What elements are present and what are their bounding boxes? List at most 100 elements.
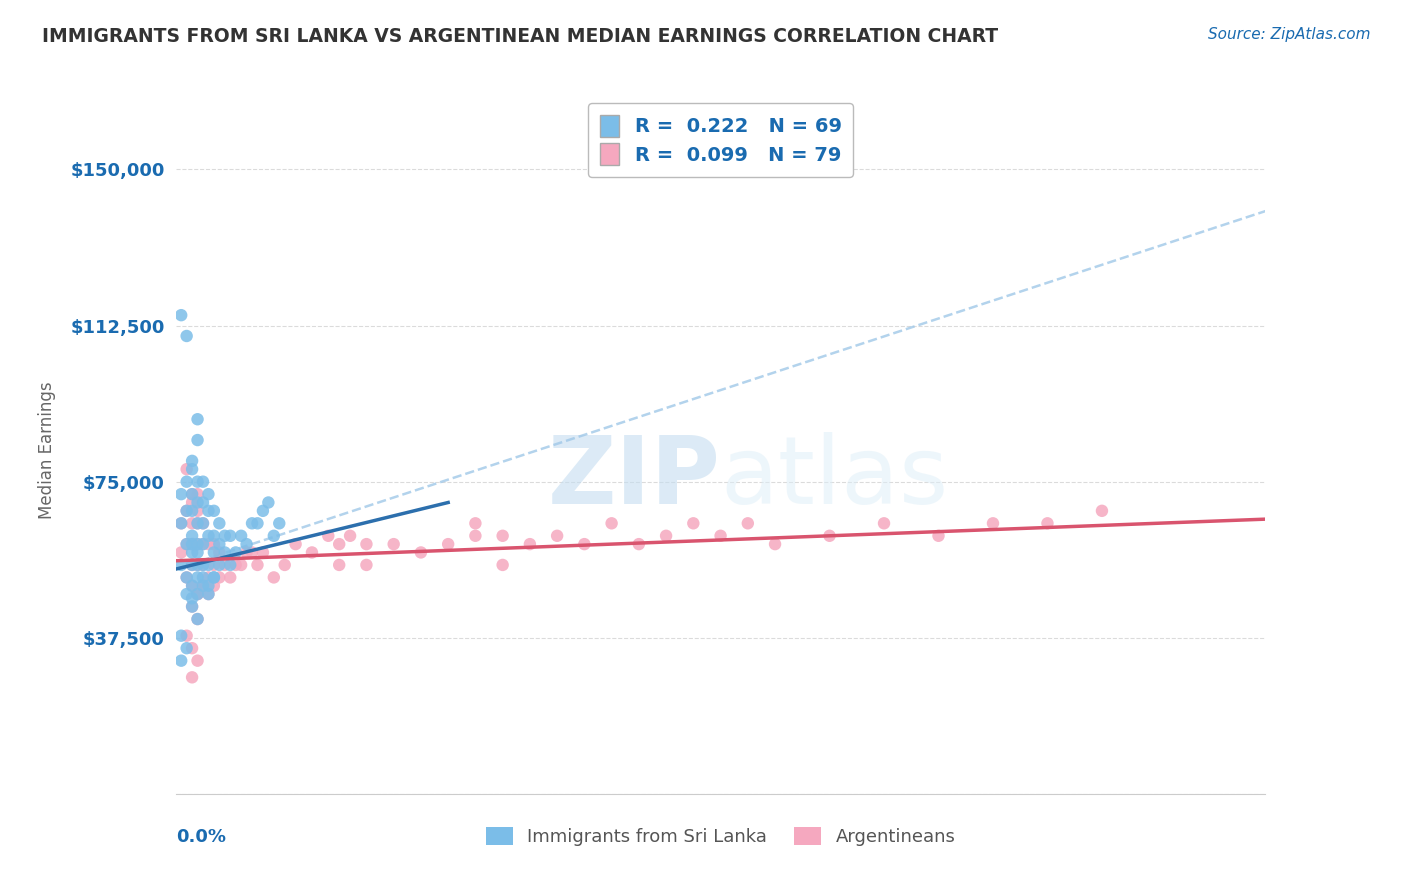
Point — [186, 433, 209, 447]
Point — [682, 516, 704, 531]
Point — [214, 545, 236, 559]
Point — [181, 504, 204, 518]
Point — [235, 545, 257, 559]
Point — [191, 579, 214, 593]
Point — [186, 495, 209, 509]
Point — [202, 558, 225, 572]
Point — [492, 529, 515, 543]
Point — [208, 545, 231, 559]
Point — [519, 537, 541, 551]
Point — [181, 558, 204, 572]
Point — [208, 558, 231, 572]
Point — [231, 529, 253, 543]
Point — [655, 529, 678, 543]
Point — [186, 558, 209, 572]
Point — [301, 545, 323, 559]
Point — [181, 516, 204, 531]
Point — [202, 579, 225, 593]
Point — [176, 475, 198, 489]
Point — [356, 558, 378, 572]
Point — [263, 529, 285, 543]
Point — [176, 537, 198, 551]
Point — [409, 545, 432, 559]
Point — [600, 516, 623, 531]
Point — [252, 545, 274, 559]
Point — [214, 558, 236, 572]
Point — [1091, 504, 1114, 518]
Point — [873, 516, 896, 531]
Point — [240, 516, 263, 531]
Point — [246, 516, 269, 531]
Point — [176, 629, 198, 643]
Point — [186, 487, 209, 501]
Point — [197, 504, 219, 518]
Point — [318, 529, 340, 543]
Point — [197, 558, 219, 572]
Point — [252, 504, 274, 518]
Point — [202, 570, 225, 584]
Point — [284, 537, 307, 551]
Point — [219, 529, 242, 543]
Point — [208, 516, 231, 531]
Point — [231, 558, 253, 572]
Point — [170, 308, 193, 322]
Point — [176, 641, 198, 656]
Point — [170, 516, 193, 531]
Point — [186, 545, 209, 559]
Point — [191, 516, 214, 531]
Point — [176, 570, 198, 584]
Point — [186, 504, 209, 518]
Point — [191, 558, 214, 572]
Point — [176, 329, 198, 343]
Point — [186, 612, 209, 626]
Point — [818, 529, 841, 543]
Point — [170, 629, 193, 643]
Point — [181, 462, 204, 476]
Point — [181, 579, 204, 593]
Point — [176, 504, 198, 518]
Point — [202, 537, 225, 551]
Point — [176, 570, 198, 584]
Point — [225, 558, 247, 572]
Point — [627, 537, 650, 551]
Point — [197, 529, 219, 543]
Point — [246, 558, 269, 572]
Point — [191, 579, 214, 593]
Point — [339, 529, 361, 543]
Text: IMMIGRANTS FROM SRI LANKA VS ARGENTINEAN MEDIAN EARNINGS CORRELATION CHART: IMMIGRANTS FROM SRI LANKA VS ARGENTINEAN… — [42, 27, 998, 45]
Point — [437, 537, 460, 551]
Point — [197, 570, 219, 584]
Text: 0.0%: 0.0% — [176, 828, 226, 846]
Point — [186, 537, 209, 551]
Point — [737, 516, 759, 531]
Point — [186, 412, 209, 426]
Point — [328, 537, 350, 551]
Point — [170, 516, 193, 531]
Point — [492, 558, 515, 572]
Point — [181, 454, 204, 468]
Point — [197, 587, 219, 601]
Text: ZIP: ZIP — [548, 432, 721, 524]
Point — [263, 570, 285, 584]
Point — [186, 516, 209, 531]
Point — [186, 558, 209, 572]
Point — [240, 545, 263, 559]
Point — [219, 570, 242, 584]
Point — [235, 537, 257, 551]
Point — [269, 516, 291, 531]
Point — [186, 587, 209, 601]
Point — [197, 487, 219, 501]
Point — [186, 654, 209, 668]
Point — [181, 537, 204, 551]
Point — [225, 545, 247, 559]
Point — [546, 529, 568, 543]
Y-axis label: Median Earnings: Median Earnings — [38, 382, 56, 519]
Point — [191, 516, 214, 531]
Point — [176, 587, 198, 601]
Point — [356, 537, 378, 551]
Point — [274, 558, 297, 572]
Point — [219, 558, 242, 572]
Point — [191, 537, 214, 551]
Point — [186, 612, 209, 626]
Legend: Immigrants from Sri Lanka, Argentineans: Immigrants from Sri Lanka, Argentineans — [478, 820, 963, 854]
